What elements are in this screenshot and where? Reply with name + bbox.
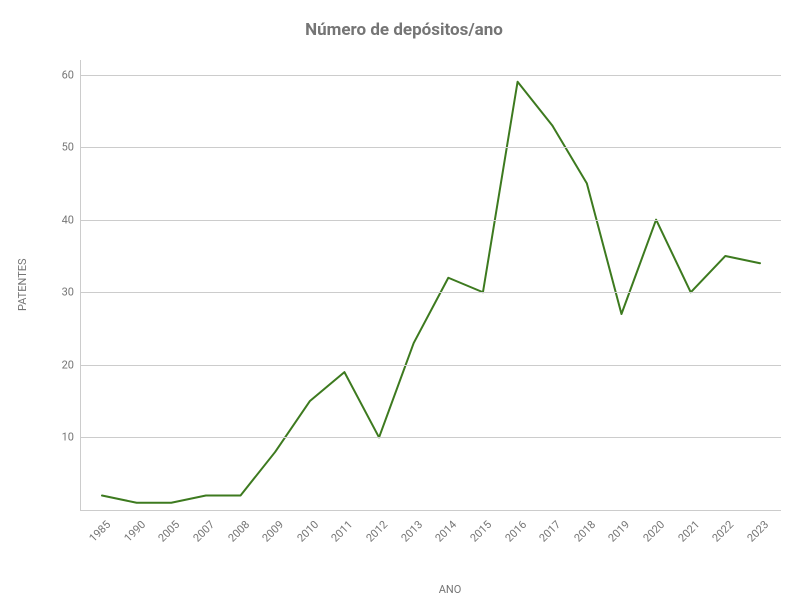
y-tick-label: 40 (50, 213, 74, 226)
y-tick-label: 50 (50, 141, 74, 154)
gridline (81, 75, 781, 76)
gridline (81, 437, 781, 438)
x-tick-label: 2016 (502, 518, 529, 545)
x-tick-label: 2012 (364, 518, 391, 545)
x-tick-label: 2023 (745, 518, 772, 545)
y-axis-label: PATENTES (16, 259, 29, 312)
x-tick-label: 2009 (260, 518, 287, 545)
x-tick-label: 2014 (433, 518, 460, 545)
gridline (81, 365, 781, 366)
x-axis-label: ANO (0, 583, 808, 596)
x-tick-label: 2019 (606, 518, 633, 545)
plot-area (80, 60, 781, 511)
x-tick-label: 2013 (398, 518, 425, 545)
x-tick-label: 2015 (467, 518, 494, 545)
y-tick-label: 20 (50, 358, 74, 371)
x-tick-label: 1990 (121, 518, 148, 545)
y-tick-label: 30 (50, 286, 74, 299)
x-tick-label: 2007 (190, 518, 217, 545)
x-tick-label: 2010 (294, 518, 321, 545)
x-tick-label: 2011 (329, 518, 356, 545)
gridline (81, 220, 781, 221)
chart-title: Número de depósitos/ano (0, 20, 808, 40)
x-tick-label: 1985 (87, 518, 114, 545)
x-tick-label: 2008 (225, 518, 252, 545)
line-series-svg (81, 60, 781, 510)
gridline (81, 147, 781, 148)
x-tick-label: 2005 (156, 518, 183, 545)
y-tick-label: 60 (50, 68, 74, 81)
x-tick-label: 2020 (641, 518, 668, 545)
x-tick-label: 2021 (675, 518, 702, 545)
x-tick-label: 2017 (537, 518, 564, 545)
chart-container: Número de depósitos/ano PATENTES ANO 10 2… (0, 0, 808, 610)
x-tick-label: 2018 (571, 518, 598, 545)
x-tick-label: 2022 (710, 518, 737, 545)
gridline (81, 292, 781, 293)
y-tick-label: 10 (50, 431, 74, 444)
